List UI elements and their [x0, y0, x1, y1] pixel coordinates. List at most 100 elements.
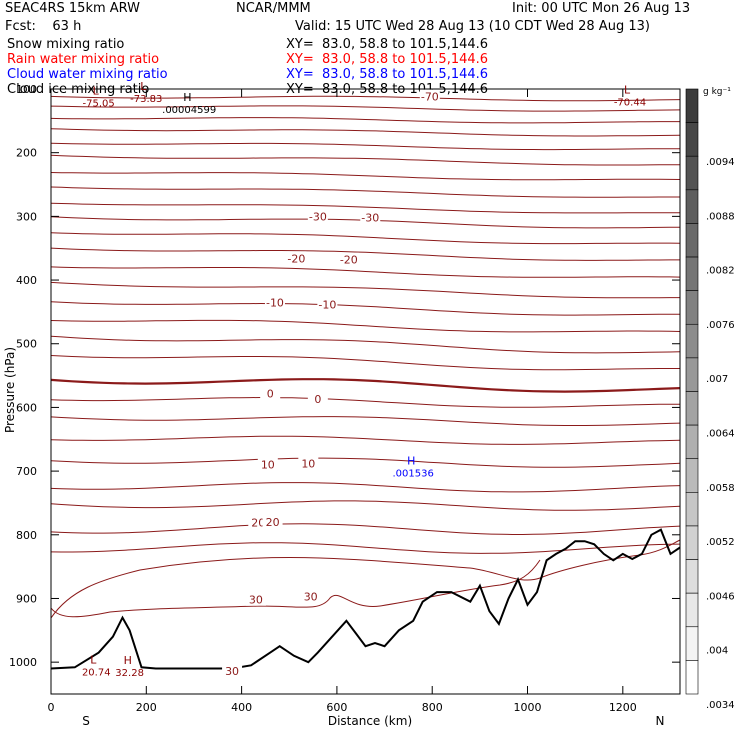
isotherm-line: [50, 154, 681, 166]
colorbar-swatch: [685, 391, 699, 426]
isotherm-line: [50, 335, 681, 354]
extremum-mark: L: [93, 85, 100, 98]
colorbar-tick-label: .0064: [706, 429, 735, 440]
extremum-mark: L: [90, 653, 97, 666]
contour-label-bg: [264, 295, 285, 309]
field-name-snow: Snow mixing ratio: [7, 37, 125, 52]
contour-label: -30: [309, 210, 327, 223]
contour-label: 0: [314, 393, 321, 406]
colorbar-swatch: [685, 525, 699, 560]
colorbar-tick-label: .0058: [706, 483, 735, 494]
colorbar-tick-label: .0052: [706, 537, 735, 548]
colorbar-swatch: [685, 88, 699, 123]
colorbar-swatch: [685, 660, 699, 695]
x-tick-label: 200: [136, 701, 157, 714]
contour-label: -70: [421, 91, 439, 104]
isotherm-line: [50, 319, 681, 333]
colorbar-swatch: [685, 592, 699, 628]
y-tick-label: 600: [16, 401, 37, 414]
isotherm-line: [50, 172, 681, 181]
colorbar-swatch: [685, 223, 699, 258]
extremum-value: -73.83: [130, 94, 162, 105]
contour-label: 0: [267, 387, 274, 400]
x-tick-label: 0: [48, 701, 55, 714]
x-tick-label: 1200: [609, 701, 637, 714]
field-name-rain: Rain water mixing ratio: [7, 52, 160, 67]
init-time: Init: 00 UTC Mon 26 Aug 13: [512, 1, 691, 16]
isotherm-line: [50, 378, 681, 393]
isotherm-line: [50, 281, 680, 299]
colorbar-unit: g kg⁻¹: [703, 87, 731, 97]
isotherm-line: [50, 559, 541, 618]
y-tick-label: 200: [16, 147, 37, 160]
contour-label-bg: [300, 589, 321, 603]
colorbar-tick-label: .007: [706, 374, 728, 385]
colorbar-swatch: [685, 559, 699, 594]
extremum-value: .001536: [392, 469, 433, 480]
contour-label-bg: [360, 210, 381, 224]
y-axis-title: Pressure (hPa): [3, 347, 17, 433]
field-xy-cloud-water: XY= 83.0, 58.8 to 101.5,144.6: [286, 67, 489, 82]
model-title: SEAC4RS 15km ARW: [5, 1, 141, 16]
colorbar-tick-label: .004: [706, 646, 728, 657]
field-xy-snow: XY= 83.0, 58.8 to 101.5,144.6: [286, 37, 489, 52]
colorbar-tick-label: .0046: [706, 591, 735, 602]
isotherm-line: [50, 355, 680, 371]
temperature-contours: [50, 95, 681, 619]
x-tick-label: 1000: [514, 701, 542, 714]
contour-label: 10: [261, 459, 275, 472]
extremum-mark: H: [124, 654, 132, 667]
contour-label-bg: [257, 457, 278, 471]
contour-label-bg: [222, 664, 243, 678]
isotherm-line: [50, 117, 680, 124]
x-tick-label: 400: [231, 701, 252, 714]
extremum-mark: L: [140, 80, 147, 93]
y-tick-label: 300: [16, 210, 37, 223]
contour-label-bg: [307, 392, 328, 406]
isotherm-line: [50, 542, 681, 554]
extremum-mark: H: [407, 455, 415, 468]
y-tick-label: 400: [16, 274, 37, 287]
colorbar-swatch: [685, 290, 699, 325]
contour-label: 30: [249, 594, 263, 607]
extremum-mark: L: [624, 83, 631, 96]
extremum-value: 32.28: [115, 668, 144, 679]
contour-label-bg: [419, 89, 440, 103]
valid-time: Valid: 15 UTC Wed 28 Aug 13 (10 CDT Wed …: [295, 19, 650, 34]
x-tick-label: 800: [422, 701, 443, 714]
contour-label: 10: [301, 457, 315, 470]
isotherm-line: [50, 482, 681, 493]
contour-label: 30: [225, 665, 239, 678]
contour-label-bg: [307, 209, 328, 223]
extremum-value: 20.74: [82, 667, 111, 678]
y-tick-label: 100: [16, 83, 37, 96]
forecast-hour: Fcst: 63 h: [5, 19, 82, 34]
colorbar-swatch: [685, 155, 699, 191]
y-tick-label: 700: [16, 465, 37, 478]
isotherm-line: [50, 396, 680, 408]
isotherm-line: [50, 105, 681, 112]
x-tick-label: 600: [326, 701, 347, 714]
y-tick-label: 1000: [9, 656, 37, 669]
isotherm-line: [50, 95, 681, 102]
contour-label: -10: [266, 296, 284, 309]
colorbar-swatch: [685, 458, 699, 493]
contour-label-bg: [245, 592, 266, 606]
isotherm-line: [50, 247, 680, 261]
isotherm-line: [50, 232, 681, 245]
isotherm-line: [50, 500, 681, 511]
isotherm-line: [50, 186, 680, 198]
isotherm-line: [50, 142, 680, 151]
isotherm-line: [50, 435, 681, 445]
colorbar-swatch: [685, 424, 699, 460]
x-axis-title: Distance (km): [328, 714, 412, 728]
contour-label-bg: [260, 386, 281, 400]
y-tick-label: 900: [16, 592, 37, 605]
isotherm-line: [50, 523, 681, 535]
center-title: NCAR/MMM: [236, 1, 311, 16]
colorbar-swatch: [685, 323, 699, 359]
colorbar-swatch: [685, 189, 699, 224]
